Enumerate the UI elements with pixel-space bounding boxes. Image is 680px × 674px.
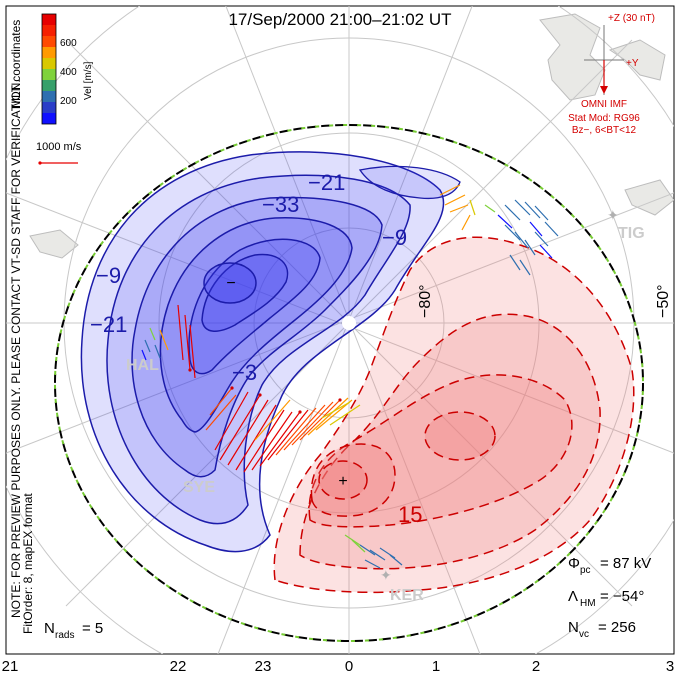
negative-potential-cell	[80, 151, 461, 553]
mlt-label: 22	[170, 658, 187, 674]
svg-text:vc: vc	[579, 629, 589, 640]
positive-potential-cell	[273, 236, 635, 594]
contour-label: −33	[262, 192, 299, 217]
imf-z-label: +Z (30 nT)	[608, 13, 655, 24]
svg-text:Φ: Φ	[568, 555, 580, 572]
stat-n-vc: N vc = 256	[568, 619, 636, 640]
svg-text:N: N	[568, 619, 579, 636]
colorbar-tick-600: 600	[60, 38, 77, 49]
contour-label: −21	[308, 170, 345, 195]
colorbar-label: Vel [m/s]	[83, 61, 94, 100]
svg-text:pc: pc	[580, 565, 591, 576]
svg-text:Λ: Λ	[568, 588, 578, 605]
max-potential-marker: +	[338, 473, 347, 490]
radar-label-hal: HAL	[126, 357, 159, 374]
contour-label: −9	[382, 225, 407, 250]
contour-label: −3	[232, 360, 257, 385]
colorbar-tick-400: 400	[60, 67, 77, 78]
colorbar-tick-200: 200	[60, 96, 77, 107]
imf-model-label: Stat Mod: RG96	[568, 113, 640, 124]
stat-phi-pc: Φ pc = 87 kV	[568, 555, 651, 576]
mlt-label: 0	[345, 658, 353, 674]
mlt-label: 1	[432, 658, 440, 674]
svg-text:N: N	[44, 620, 55, 637]
svg-text:= 5: = 5	[82, 620, 103, 637]
imf-source-label: OMNI IMF	[581, 99, 627, 110]
plot-frame	[5, 5, 675, 655]
magnetic-pole	[342, 316, 356, 330]
mlt-label: 23	[255, 658, 272, 674]
svg-text:HM: HM	[580, 598, 596, 609]
radar-marker-tig: ✦	[607, 207, 619, 223]
map-title: 17/Sep/2000 21:00–21:02 UT	[228, 10, 451, 29]
latitude-label-80: −80°	[417, 284, 434, 318]
stat-n-rads: N rads = 5	[44, 620, 103, 641]
mlt-label: 2	[532, 658, 540, 674]
coordinates-note: MLT coordinates	[9, 20, 23, 108]
reference-vector-origin	[38, 161, 42, 165]
svg-text:= 87 kV: = 87 kV	[600, 555, 651, 572]
svg-text:rads: rads	[55, 630, 74, 641]
svg-text:= −54°: = −54°	[600, 588, 644, 605]
contour-label-positive: 15	[398, 502, 422, 527]
stat-lambda-hm: Λ HM = −54°	[568, 588, 644, 609]
radar-label-sye: SYE	[183, 479, 215, 496]
radar-sites: HAL SYE KER TIG	[126, 225, 645, 604]
velocity-vectors	[141, 184, 559, 569]
contour-label: −21	[90, 312, 127, 337]
preview-note: NOTE: FOR PREVIEW PURPOSES ONLY. PLEASE …	[9, 79, 23, 618]
reference-vector-label: 1000 m/s	[36, 141, 82, 153]
svg-text:= 256: = 256	[598, 619, 636, 636]
contour-labels: −21 −33 −9 −9 −21 −3	[90, 170, 407, 385]
imf-condition-label: Bz−, 6<BT<12	[572, 125, 637, 136]
min-potential-marker: −	[226, 275, 235, 292]
imf-y-label: +Y	[626, 58, 639, 69]
radar-label-tig: TIG	[618, 225, 645, 242]
radar-marker-ker: ✦	[380, 567, 392, 583]
mlt-axis: 21 22 23 0 1 2 3	[2, 658, 675, 674]
latitude-label-50: −50°	[655, 284, 672, 318]
mlt-label: 21	[2, 658, 19, 674]
coastlines	[29, 13, 674, 259]
mlt-label: 3	[666, 658, 674, 674]
imf-dial	[584, 25, 624, 95]
hm-boundary	[54, 124, 644, 642]
fit-note: FitOrder: 8, mapEX format	[21, 493, 35, 634]
radar-label-ker: KER	[390, 587, 424, 604]
velocity-colorbar	[41, 13, 57, 125]
contour-label: −9	[96, 263, 121, 288]
